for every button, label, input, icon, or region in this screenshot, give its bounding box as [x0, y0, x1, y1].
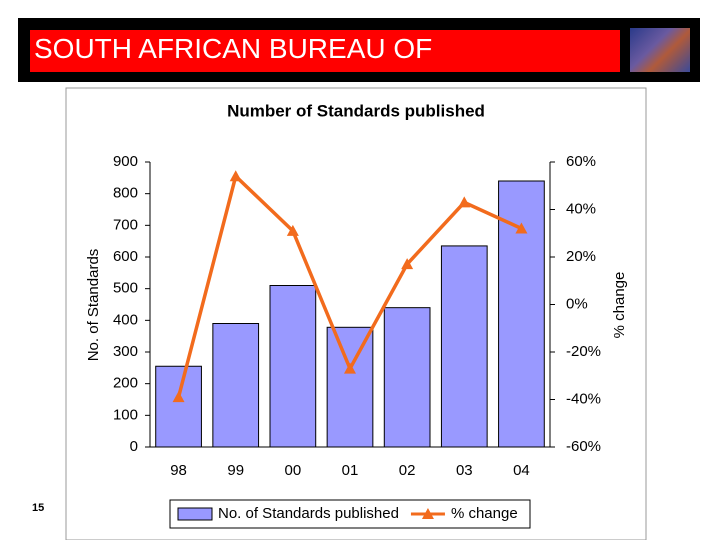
y-tick-label: 500 [113, 280, 138, 297]
logo [630, 28, 690, 72]
chart-title: Number of Standards published [227, 101, 485, 120]
marker [401, 258, 414, 270]
bar [212, 323, 260, 448]
bar [440, 245, 488, 448]
x-tick-label: 01 [342, 462, 359, 479]
chart-frame [65, 87, 647, 540]
y-tick-label: 800 [113, 185, 138, 202]
legend-box [169, 499, 531, 529]
marker [286, 224, 299, 236]
bar [383, 307, 431, 448]
marker [172, 391, 185, 403]
legend-label: No. of Standards published [218, 505, 399, 522]
legend-label: % change [451, 505, 518, 522]
y2-tick-label: 40% [566, 200, 596, 217]
y2-tick-label: 60% [566, 153, 596, 170]
y-tick-label: 400 [113, 311, 138, 328]
y2-axis-label: % change [611, 272, 628, 339]
y-tick-label: 200 [113, 375, 138, 392]
y-axis-label: No. of Standards [85, 249, 102, 362]
slide-title: SOUTH AFRICAN BUREAU OF [30, 30, 620, 72]
y-tick-label: 300 [113, 343, 138, 360]
y2-tick-label: -60% [566, 438, 601, 455]
marker [344, 362, 356, 374]
marker [515, 222, 528, 234]
page-number: 15 [32, 502, 45, 514]
y-tick-label: 0 [130, 438, 138, 455]
y2-tick-label: 20% [566, 248, 596, 265]
bar [155, 365, 202, 448]
marker [229, 170, 242, 182]
y2-tick-label: 0% [566, 295, 588, 312]
bar [326, 326, 374, 448]
bar [269, 285, 317, 448]
x-tick-label: 99 [227, 462, 244, 479]
x-tick-label: 02 [399, 462, 416, 479]
x-tick-label: 04 [513, 462, 530, 479]
x-tick-label: 03 [456, 462, 473, 479]
legend-marker [421, 508, 434, 519]
y2-tick-label: -40% [566, 390, 601, 407]
y-tick-label: 600 [113, 248, 138, 265]
marker [458, 196, 471, 208]
x-tick-label: 00 [285, 462, 302, 479]
y-tick-label: 700 [113, 216, 138, 233]
y2-tick-label: -20% [566, 343, 601, 360]
x-tick-label: 98 [170, 462, 187, 479]
y-tick-label: 100 [113, 406, 138, 423]
header-bar: SOUTH AFRICAN BUREAU OF [18, 18, 700, 82]
legend-swatch [177, 507, 213, 521]
y-tick-label: 900 [113, 153, 138, 170]
